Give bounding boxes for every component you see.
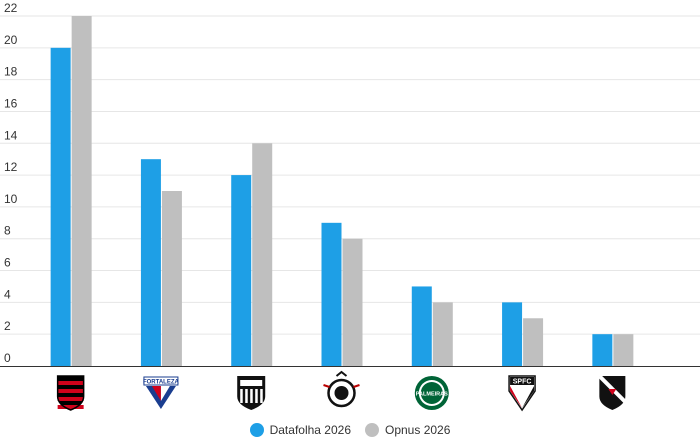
- bar-opnus-2: [252, 143, 273, 366]
- y-tick-label: 8: [4, 224, 11, 238]
- bar-opnus-4: [432, 302, 453, 366]
- y-tick-label: 16: [4, 96, 18, 110]
- crest-banner: [143, 376, 179, 386]
- corinthians-crest-icon: [323, 370, 360, 408]
- bar-chart: 0 2 4 6 8 10 12 14 16 18 20 22 FORTALEZA PALMEIRAS SP…: [0, 1, 700, 412]
- legend: Datafolha 2026 Opnus 2026: [0, 419, 700, 441]
- y-tick-label: 6: [4, 256, 11, 270]
- crest-core: [420, 382, 443, 404]
- sao-paulo-crest-icon: SPFC: [508, 375, 536, 412]
- crest-black: [522, 386, 535, 408]
- crest-stripe: [57, 405, 84, 409]
- bar-datafolha-5: [502, 302, 523, 366]
- legend-swatch-opnus: [365, 423, 379, 437]
- crest-stripe: [57, 389, 84, 393]
- bar-datafolha-6: [592, 334, 613, 366]
- bar-datafolha-3: [321, 222, 342, 366]
- y-tick-label: 2: [4, 319, 11, 333]
- crest-stripe: [250, 389, 253, 403]
- y-tick-label: 22: [4, 1, 18, 15]
- crest-red: [151, 386, 161, 401]
- bar-opnus-5: [523, 318, 544, 366]
- bars: [50, 16, 634, 367]
- grid-lines: [0, 15, 700, 335]
- y-tick-label: 4: [4, 287, 11, 301]
- crest-oars: [323, 384, 360, 388]
- y-tick-label: 10: [4, 192, 18, 206]
- crest-band: [240, 380, 263, 386]
- crest-text: PALMEIRAS: [416, 392, 448, 398]
- crest-stripe: [260, 389, 263, 403]
- bar-opnus-0: [71, 16, 92, 366]
- y-tick-label: 0: [4, 351, 11, 365]
- y-axis-ticks: 0 2 4 6 8 10 12 14 16 18 20 22: [4, 1, 18, 365]
- crest-outline: [56, 375, 85, 411]
- legend-item-opnus[interactable]: Opnus 2026: [365, 423, 450, 437]
- bar-datafolha-4: [411, 286, 432, 366]
- y-tick-label: 20: [4, 33, 18, 47]
- vasco-crest-icon: [597, 374, 627, 410]
- bar-datafolha-0: [50, 47, 71, 367]
- crest-stripe: [57, 397, 84, 401]
- crest-band: [510, 377, 535, 385]
- team-crests: FORTALEZA PALMEIRAS SPFC: [56, 370, 627, 412]
- legend-swatch-datafolha: [249, 423, 264, 437]
- y-tick-label: 18: [4, 65, 18, 79]
- palmeiras-crest-icon: PALMEIRAS: [414, 376, 449, 410]
- crest-anchor-top: [335, 370, 348, 377]
- crest-white: [160, 386, 170, 401]
- y-tick-label: 14: [4, 128, 18, 142]
- bar-datafolha-1: [140, 159, 161, 366]
- bar-opnus-6: [613, 334, 634, 366]
- crest-text: SPFC: [513, 379, 532, 386]
- flamengo-crest-icon: [56, 375, 85, 411]
- bar-opnus-1: [161, 191, 182, 366]
- y-tick-label: 12: [4, 160, 18, 174]
- crest-stripe: [245, 389, 248, 403]
- bar-datafolha-2: [231, 175, 252, 366]
- crest-stripe: [240, 389, 243, 403]
- legend-item-datafolha[interactable]: Datafolha 2026: [249, 423, 351, 437]
- fortaleza-crest-icon: FORTALEZA: [143, 376, 180, 409]
- crest-stripe: [255, 389, 258, 403]
- ceara-crest-icon: [237, 376, 266, 410]
- legend-label-opnus: Opnus 2026: [385, 423, 451, 437]
- crest-red: [510, 386, 523, 408]
- bar-opnus-3: [342, 238, 363, 366]
- crest-center: [334, 386, 349, 400]
- crest-cross: [608, 389, 617, 395]
- crest-text: FORTALEZA: [143, 380, 180, 386]
- crest-stripe: [57, 381, 84, 385]
- legend-label-datafolha: Datafolha 2026: [269, 423, 351, 437]
